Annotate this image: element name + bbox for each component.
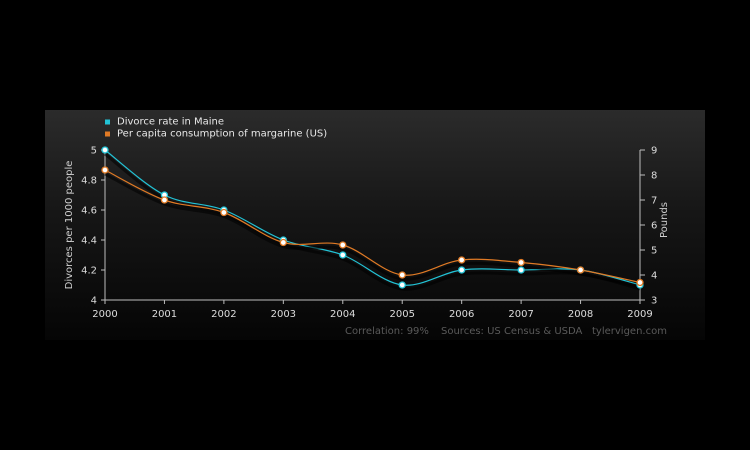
right-tick-label: 9 <box>651 146 657 157</box>
data-point-0-5[interactable] <box>398 281 406 289</box>
x-tick-label: 2005 <box>389 309 414 320</box>
data-point-1-4[interactable] <box>339 241 347 249</box>
left-tick-label: 4.8 <box>81 176 97 187</box>
right-tick-label: 5 <box>651 246 657 257</box>
legend-swatch-1 <box>105 131 110 137</box>
data-point-1-6[interactable] <box>458 256 466 264</box>
x-tick-label: 2001 <box>152 309 177 320</box>
left-tick-label: 5 <box>91 146 97 157</box>
chart-panel: Divorce rate in Maine Per capita consumpt… <box>45 110 705 340</box>
series-points <box>101 146 644 289</box>
right-tick-label: 8 <box>651 171 657 182</box>
legend-label-1: Per capita consumption of margarine (US) <box>117 129 327 140</box>
series-lines <box>104 149 641 291</box>
right-tick-label: 7 <box>651 196 657 207</box>
right-axis-title: Pounds <box>659 202 670 238</box>
left-tick-label: 4.4 <box>81 236 97 247</box>
x-tick-label: 2003 <box>271 309 296 320</box>
left-axis: 4 4.2 4.4 4.6 4.8 5 Divorces per 1000 people <box>64 146 106 307</box>
left-tick-label: 4 <box>91 296 97 307</box>
x-axis: 2000 2001 2002 2003 2004 2005 2006 2007 2008 2009 <box>92 299 653 320</box>
footer-sources: Sources: US Census & USDA <box>441 326 583 337</box>
left-tick-label: 4.2 <box>81 266 97 277</box>
left-axis-title: Divorces per 1000 people <box>64 161 75 290</box>
right-tick-label: 4 <box>651 271 657 282</box>
data-point-1-1[interactable] <box>160 196 169 204</box>
footer-site[interactable]: tylervigen.com <box>592 326 667 337</box>
series-shadow-0 <box>104 152 641 291</box>
left-tick-label: 4.6 <box>81 206 97 217</box>
data-point-1-7[interactable] <box>517 258 525 267</box>
data-point-1-2[interactable] <box>220 208 228 217</box>
series-shadow-1 <box>104 172 641 288</box>
data-point-0-6[interactable] <box>458 266 466 274</box>
right-axis: 3 4 5 6 7 8 9 Pounds <box>639 146 670 307</box>
x-tick-label: 2002 <box>211 309 236 320</box>
data-point-0-0[interactable] <box>101 146 109 154</box>
x-tick-label: 2008 <box>568 309 593 320</box>
data-point-0-7[interactable] <box>517 266 525 274</box>
right-tick-label: 6 <box>651 221 657 232</box>
data-point-1-8[interactable] <box>576 266 585 274</box>
data-point-1-0[interactable] <box>101 166 109 174</box>
legend-label-0: Divorce rate in Maine <box>117 117 224 128</box>
data-point-1-5[interactable] <box>398 271 406 279</box>
legend-swatch-0 <box>105 119 110 125</box>
data-point-1-9[interactable] <box>636 278 644 287</box>
x-tick-label: 2009 <box>627 309 652 320</box>
data-point-1-3[interactable] <box>279 238 287 247</box>
footer-correlation: Correlation: 99% <box>345 326 429 337</box>
series-line-1 <box>104 169 641 284</box>
data-point-0-4[interactable] <box>339 251 347 259</box>
x-tick-label: 2000 <box>92 309 117 320</box>
x-tick-label: 2006 <box>449 309 474 320</box>
right-tick-label: 3 <box>651 296 657 307</box>
x-tick-label: 2007 <box>508 309 533 320</box>
x-tick-label: 2004 <box>330 309 355 320</box>
